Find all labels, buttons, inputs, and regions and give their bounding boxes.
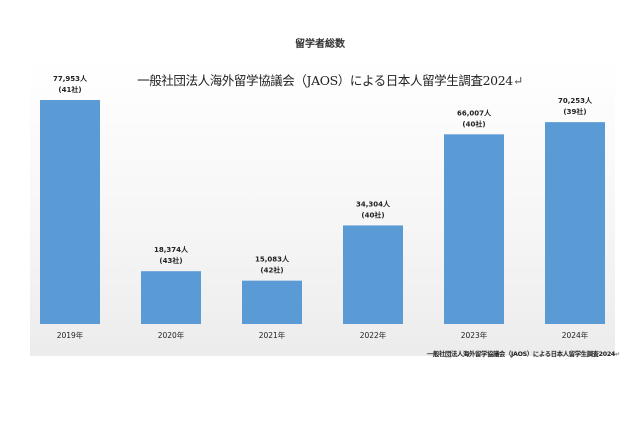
bar-2: [242, 280, 302, 324]
bar-5: [545, 122, 605, 324]
value-label-4: 66,007人: [457, 108, 492, 117]
x-tick-label-4: 2023年: [461, 330, 488, 340]
plot-area: [30, 58, 615, 356]
value-label-5: 70,253人: [558, 96, 593, 105]
company-label-2: (42社): [260, 266, 283, 275]
x-tick-label-2: 2021年: [259, 330, 286, 340]
bar-3: [343, 225, 403, 324]
bar-1: [141, 271, 201, 324]
company-label-1: (43社): [159, 256, 182, 265]
company-label-0: (41社): [58, 85, 81, 94]
bar-4: [444, 134, 504, 324]
subtitle-text: 一般社団法人海外留学協議会（JAOS）による日本人留学生調査2024: [137, 73, 513, 88]
x-tick-label-1: 2020年: [158, 330, 185, 340]
x-tick-label-0: 2019年: [57, 330, 84, 340]
company-label-4: (40社): [462, 119, 485, 128]
bar-0: [40, 100, 100, 324]
chart-title: 留学者総数: [295, 39, 345, 50]
source-return-mark: ↵: [615, 351, 620, 358]
chart-subtitle: 一般社団法人海外留学協議会（JAOS）による日本人留学生調査2024↵: [95, 70, 565, 89]
company-label-3: (40社): [361, 210, 384, 219]
source-text: 一般社団法人海外留学協議会（JAOS）による日本人留学生調査2024: [427, 351, 616, 358]
value-label-2: 15,083人: [255, 255, 290, 264]
x-tick-label-3: 2022年: [360, 330, 387, 340]
company-label-5: (39社): [563, 107, 586, 116]
value-label-1: 18,374人: [154, 245, 189, 254]
x-tick-label-5: 2024年: [562, 330, 589, 340]
value-label-3: 34,304人: [356, 199, 391, 208]
source-note: 一般社団法人海外留学協議会（JAOS）による日本人留学生調査2024↵: [380, 349, 620, 358]
value-label-0: 77,953人: [53, 74, 88, 83]
subtitle-return-mark: ↵: [512, 73, 523, 88]
